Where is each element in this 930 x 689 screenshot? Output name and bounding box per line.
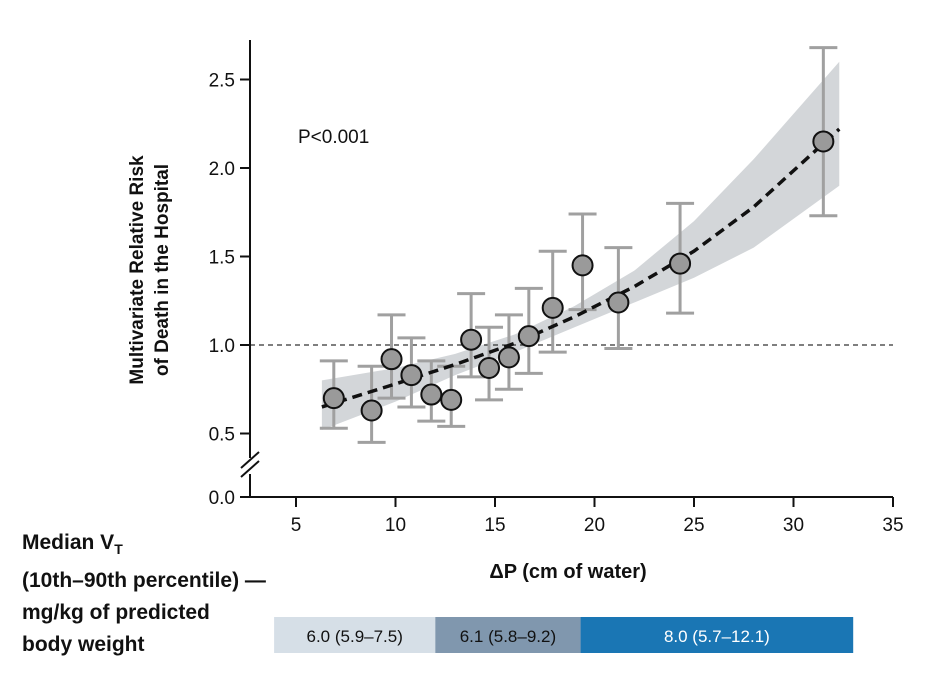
vt-segment-label: 6.0 (5.9–7.5) bbox=[307, 627, 403, 646]
x-tick-label: 20 bbox=[584, 515, 605, 536]
vt-label-line-3: mg/kg of predicted bbox=[22, 601, 210, 625]
data-point bbox=[517, 325, 540, 348]
axes: 0.0 0.5 1.0 1.5 2.0 2.5 5 10 15 20 25 30 35 bbox=[209, 40, 904, 536]
vt-segment bbox=[580, 617, 854, 653]
axis-break-mark bbox=[240, 451, 260, 469]
vt-segment-label: 6.1 (5.8–9.2) bbox=[460, 627, 556, 646]
vt-label-line-1: Median V bbox=[22, 531, 115, 554]
data-point bbox=[460, 328, 483, 351]
x-axis-label: ΔP (cm of water) bbox=[489, 561, 646, 583]
confidence-band bbox=[321, 61, 840, 430]
vt-segment-label: 8.0 (5.7–12.1) bbox=[664, 627, 770, 646]
data-point bbox=[420, 383, 443, 406]
vt-segment bbox=[435, 617, 581, 653]
y-tick-label: 0.0 bbox=[209, 488, 235, 509]
y-axis-label-1: Multivariate Relative Risk bbox=[127, 155, 148, 385]
data-point bbox=[322, 387, 345, 410]
data-point bbox=[400, 364, 423, 387]
data-point bbox=[607, 291, 630, 314]
axis-break-mark bbox=[240, 460, 260, 478]
y-tick-label: 1.5 bbox=[209, 248, 235, 269]
x-tick-label: 30 bbox=[783, 515, 804, 536]
data-point bbox=[669, 252, 692, 275]
y-axis-label-2: of Death in the Hospital bbox=[152, 164, 173, 376]
vt-segment bbox=[274, 617, 436, 653]
data-point bbox=[812, 130, 835, 153]
data-point bbox=[497, 346, 520, 369]
data-point bbox=[440, 388, 463, 411]
x-tick-label: 25 bbox=[683, 515, 704, 536]
y-tick-label: 1.0 bbox=[209, 336, 235, 357]
y-tick-label: 0.5 bbox=[209, 425, 235, 446]
x-tick-label: 35 bbox=[882, 515, 903, 536]
y-tick-label: 2.5 bbox=[209, 71, 235, 92]
vt-label-line-2: (10th–90th percentile) — bbox=[22, 569, 266, 593]
vt-panel-label: Median VT (10th–90th percentile) — mg/kg… bbox=[22, 527, 266, 661]
data-point bbox=[541, 296, 564, 319]
x-tick-label: 15 bbox=[484, 515, 505, 536]
x-tick-label: 10 bbox=[385, 515, 406, 536]
data-point bbox=[380, 348, 403, 371]
data-point bbox=[360, 399, 383, 422]
vt-label-line-4: body weight bbox=[22, 633, 145, 657]
x-tick-label: 5 bbox=[291, 515, 302, 536]
vt-label-subscript: T bbox=[114, 541, 123, 558]
data-point bbox=[571, 254, 594, 277]
data-point bbox=[478, 357, 501, 380]
y-tick-label: 2.0 bbox=[209, 159, 235, 180]
p-value-annotation: P<0.001 bbox=[298, 127, 369, 148]
